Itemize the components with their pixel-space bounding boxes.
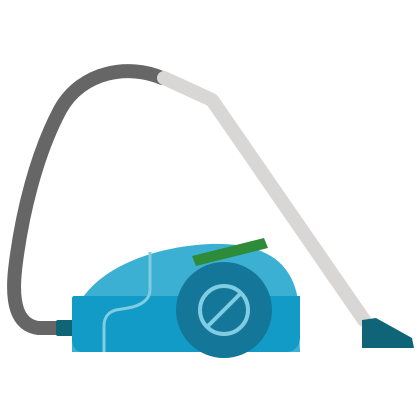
body-seam-line — [102, 252, 152, 352]
vacuum-wheel-inner — [198, 284, 250, 336]
vacuum-nozzle — [362, 318, 414, 348]
vacuum-hose — [7, 64, 169, 335]
vacuum-wheel-axis — [206, 292, 242, 328]
hose-connector — [56, 320, 74, 336]
vacuum-handle — [192, 238, 268, 266]
vacuum-wand — [157, 71, 371, 327]
